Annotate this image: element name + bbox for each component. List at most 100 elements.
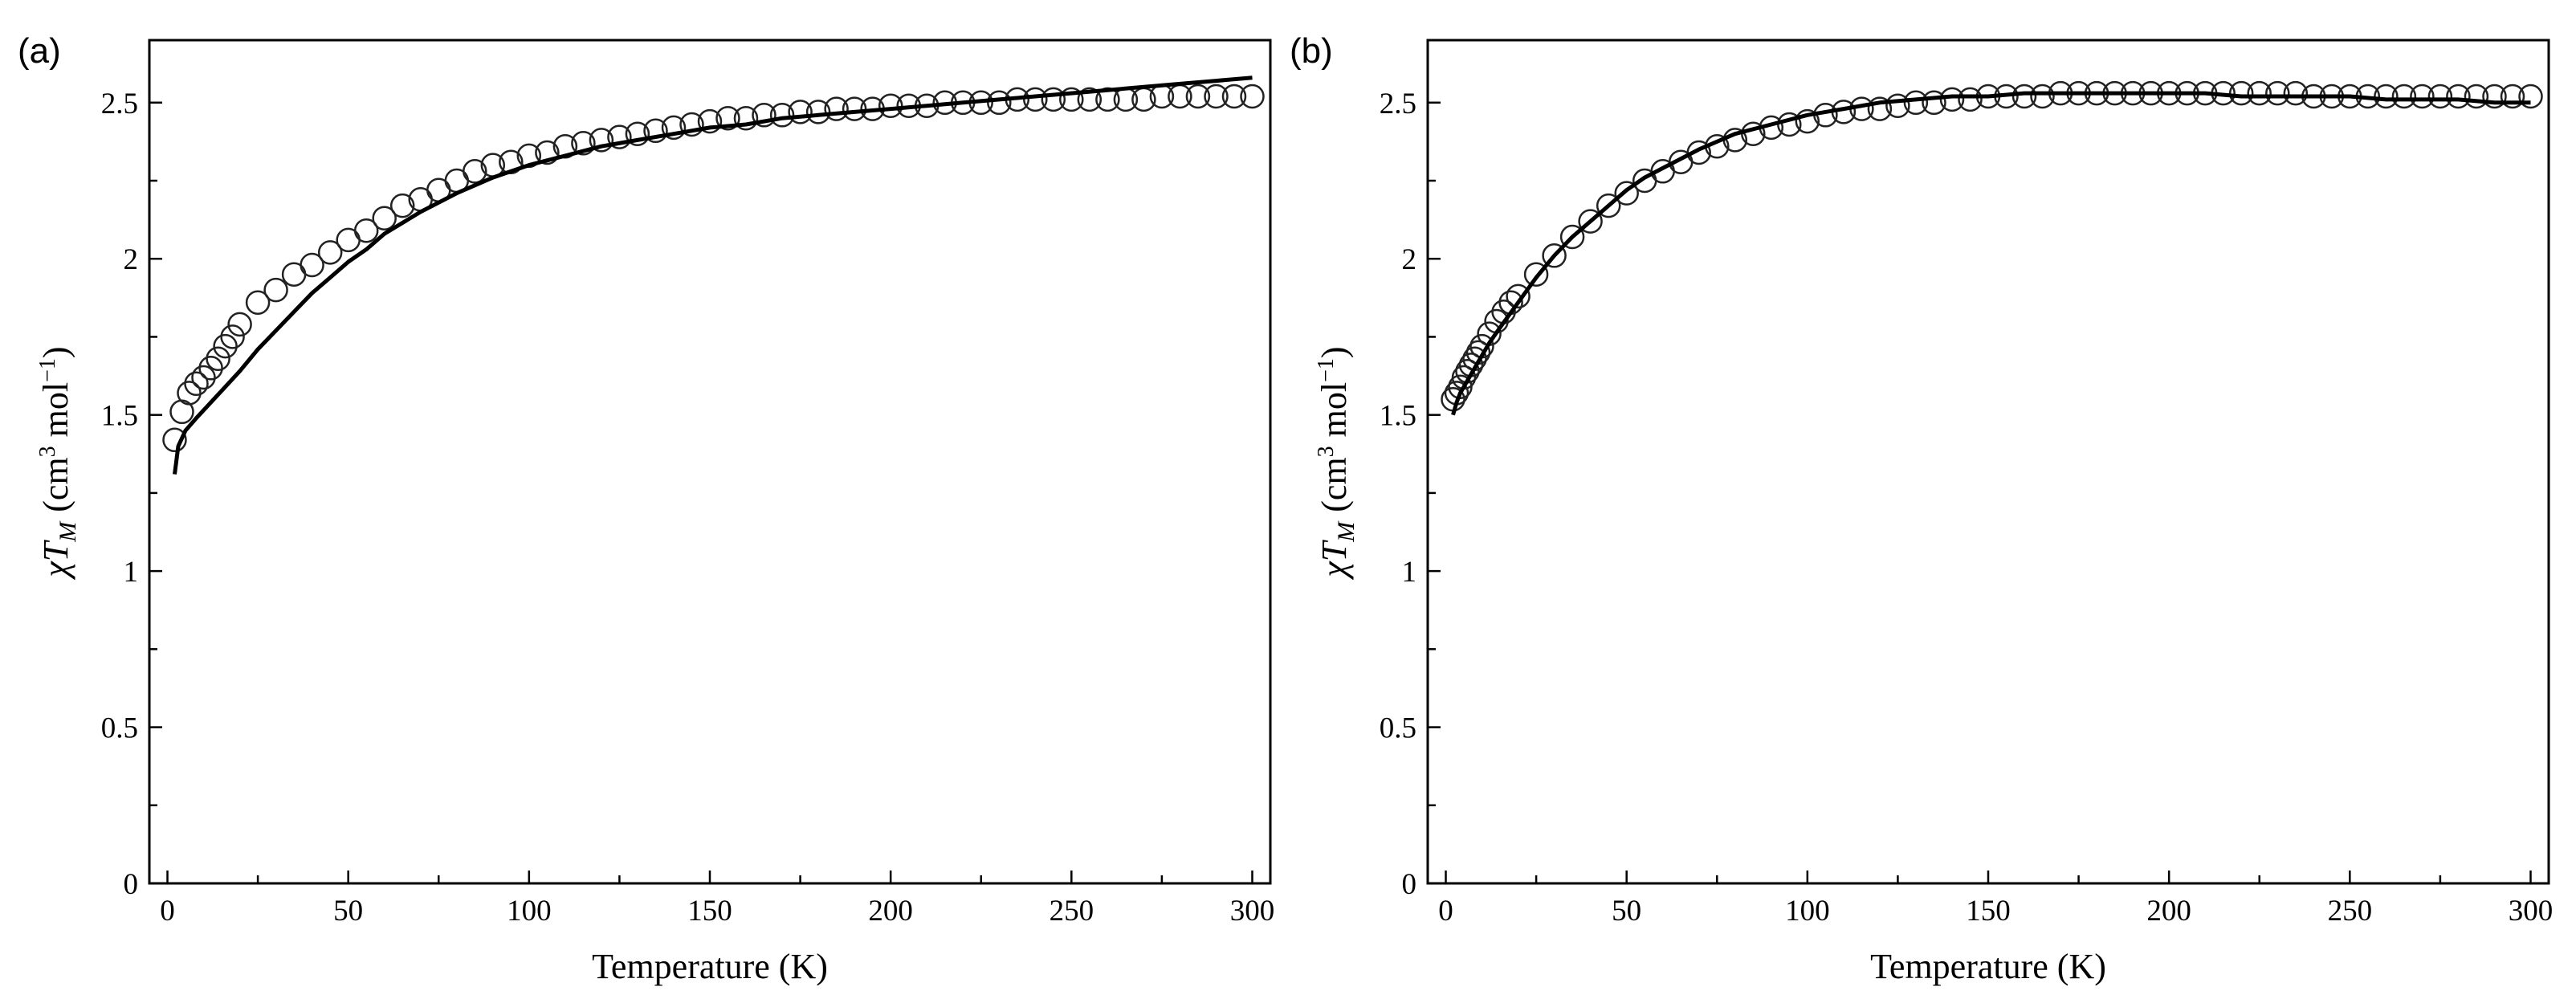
panel-a-data-point	[878, 93, 903, 118]
panel-a-data-point	[263, 277, 288, 303]
panel-a-data-point	[1113, 87, 1139, 112]
panel-a-y-title-chi: χ	[36, 561, 75, 581]
panel-a-data-point	[589, 128, 614, 153]
panel-b-y-title-unit-pre: (cm	[1314, 457, 1354, 512]
panel-a-y-tick-label: 2	[124, 243, 139, 276]
panel-a-y-title-t: T	[36, 539, 75, 561]
panel-a-data-point	[353, 218, 379, 243]
panel-a-y-title-unit-mid: mol	[36, 382, 75, 446]
panel-b-data-point	[2228, 80, 2254, 106]
panel-b-y-tick-label: 0.5	[1380, 712, 1416, 745]
panel-b-data-point	[2283, 80, 2309, 106]
panel-b-y-title-supneg: −1	[1314, 358, 1339, 382]
panel-b-y-tick-label: 2	[1402, 243, 1417, 276]
panel-b-y-title-sub: M	[1333, 520, 1359, 543]
panel-b-fit-line	[1451, 91, 2531, 416]
panel-a-data-point	[300, 252, 324, 278]
panel-a-data-point	[643, 118, 668, 144]
panel-a-y-tick-label: 0.5	[101, 712, 138, 745]
panel-a-x-tick-label: 300	[1230, 895, 1275, 928]
panel-b-data-point	[1885, 93, 1910, 118]
panel-a-data-point	[191, 365, 216, 390]
panel-b-x-tick-label: 200	[2146, 895, 2191, 928]
panel-a-label: (a)	[18, 31, 61, 71]
panel-b-x-axis-title: Temperature (K)	[1870, 947, 2106, 986]
panel-a-data-point	[733, 105, 759, 131]
panel-b-data-point	[2391, 84, 2417, 109]
panel-b-data-point	[2011, 84, 2037, 109]
panel-b-data-point	[1686, 140, 1711, 165]
panel-b-plot-frame	[1426, 39, 2550, 885]
panel-a-x-axis-title: Temperature (K)	[592, 947, 828, 986]
panel-b-y-tick-label: 1.5	[1380, 400, 1416, 433]
panel-a-y-title-unit-pre: (cm	[36, 457, 75, 512]
panel-b-data-point	[2374, 84, 2399, 109]
panel-b-x-tick-label: 50	[1612, 895, 1641, 928]
panel-b-y-tick-labels: 0 0.5 1 1.5 2 2.5	[1380, 88, 1416, 901]
panel-a-data-point	[535, 140, 560, 165]
panel-a-y-ticks	[149, 101, 162, 885]
panel-a-data-point	[769, 103, 795, 128]
panel-a-plot-area	[162, 75, 1265, 475]
panel-a-data-point	[227, 312, 252, 337]
panel-b-x-tick-label: 300	[2509, 895, 2554, 928]
panel-b-y-title-sup3: 3	[1314, 446, 1339, 457]
panel-b-data-point	[2030, 84, 2055, 109]
panel-a-data-point	[389, 193, 415, 218]
panel-a-data-point	[571, 131, 596, 156]
panel-a-data-point	[162, 427, 187, 453]
panel-a-data-point	[177, 381, 202, 406]
panel-a-data-point	[206, 346, 230, 371]
panel-b-data-point	[1867, 96, 1893, 121]
panel-a-y-tick-labels: 0 0.5 1 1.5 2 2.5	[101, 88, 138, 901]
panel-b-y-ticks	[1428, 101, 1441, 885]
panel-b-data-point	[1559, 224, 1585, 250]
panel-a-data-point	[679, 112, 704, 137]
panel-a-y-title-sup3: 3	[35, 446, 60, 457]
panel-b-y-axis-title: χTM (cm3 mol−1)	[1314, 346, 1359, 580]
panel-b-data-point	[2464, 84, 2489, 109]
panel-a-x-tick-label: 200	[868, 895, 913, 928]
panel-a-data-point	[625, 121, 650, 146]
panel-a-data-point	[607, 124, 632, 149]
panel-a-data-point	[245, 290, 271, 315]
panel-a-x-tick-label: 100	[507, 895, 552, 928]
panel-b-data-point	[1523, 262, 1549, 287]
panel-a-data-point	[220, 324, 245, 349]
panel-b-x-tick-label: 0	[1438, 895, 1453, 928]
panel-a-x-tick-label: 50	[333, 895, 363, 928]
panel-a-plot-frame	[148, 39, 1272, 885]
panel-a-data-point	[1059, 87, 1084, 112]
panel-a-y-tick-label: 1	[124, 556, 139, 589]
panel-a-y-title-unit-post: )	[36, 346, 75, 358]
panel-a-data-point	[372, 206, 397, 230]
panel-b-label: (b)	[1290, 31, 1333, 71]
panel-a-data-point	[842, 96, 867, 121]
panel-b-data-point	[1958, 87, 1983, 112]
panel-a-fit-line	[173, 75, 1253, 475]
panel-a-data-point	[805, 100, 831, 124]
panel-a-x-tick-labels: 0 50 100 150 200 250 300	[160, 895, 1274, 928]
panel-b-data-point	[2500, 84, 2525, 109]
panel-a-data-point	[317, 240, 343, 265]
panel-b-data-point	[2410, 84, 2435, 109]
panel-a-y-tick-label: 1.5	[101, 400, 138, 433]
panel-a-data-point	[1077, 87, 1103, 112]
panel-b-x-tick-label: 100	[1785, 895, 1830, 928]
panel-b-data-point	[1939, 87, 1965, 112]
panel-b-data-point	[1795, 108, 1820, 134]
panel-b-x-tick-label: 250	[2328, 895, 2373, 928]
panel-a-data-point	[1023, 87, 1048, 112]
panel-a-data-point	[1168, 84, 1192, 109]
panel-b-plot-area	[1441, 80, 2543, 416]
panel-a-data-point	[213, 333, 238, 359]
panel-b-y-tick-label: 2.5	[1380, 88, 1416, 120]
panel-a-data-point	[1204, 84, 1229, 109]
panel-b-data-point	[1578, 209, 1603, 234]
panel-b-x-tick-label: 150	[1966, 895, 2011, 928]
panel-b-data-point	[2446, 84, 2471, 109]
panel-a-data-point	[1185, 84, 1211, 109]
panel-b-y-tick-label: 0	[1402, 868, 1417, 901]
panel-b: (b) 0 0.5 1 1.5 2 2.5	[1290, 31, 2553, 986]
